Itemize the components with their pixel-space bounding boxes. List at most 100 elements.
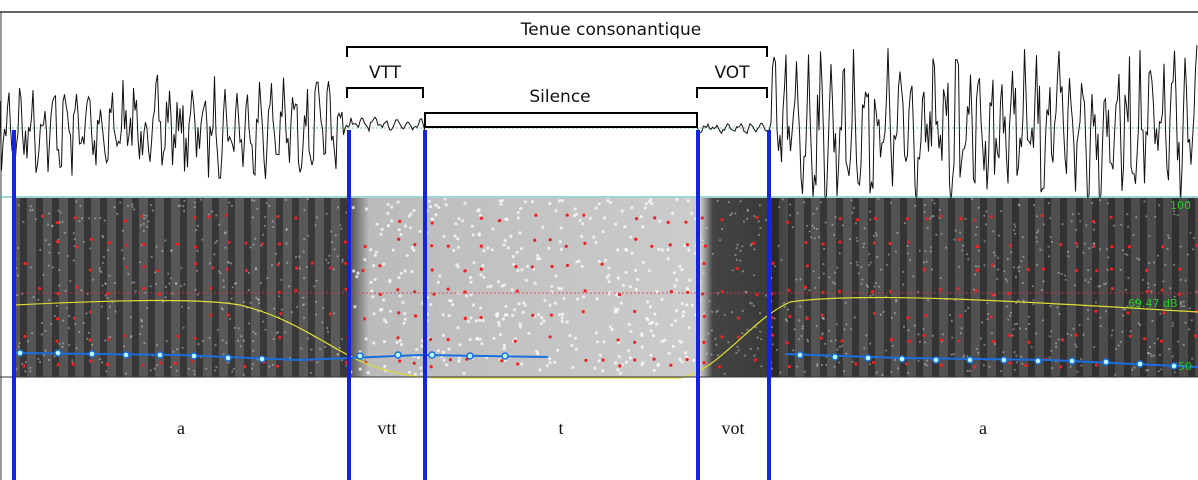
noise-dot	[1056, 306, 1059, 309]
noise-dot	[836, 348, 839, 351]
noise-dot	[729, 214, 732, 217]
noise-dot	[823, 247, 826, 250]
noise-dot	[1048, 335, 1052, 338]
noise-dot	[472, 261, 476, 265]
noise-dot	[195, 229, 198, 232]
formant-dot	[939, 214, 943, 218]
noise-dot	[457, 359, 461, 363]
noise-dot	[813, 226, 816, 229]
noise-dot	[1182, 300, 1185, 303]
noise-dot	[101, 361, 104, 364]
noise-dot	[776, 348, 779, 351]
noise-dot	[646, 300, 650, 304]
noise-dot	[94, 217, 97, 220]
noise-dot	[37, 298, 40, 301]
noise-dot	[519, 206, 523, 211]
formant-dot	[105, 362, 109, 367]
formant-dot	[702, 361, 706, 365]
noise-dot	[370, 289, 374, 293]
noise-dot	[325, 258, 328, 261]
noise-dot	[815, 207, 819, 210]
noise-dot	[250, 199, 253, 202]
noise-dot	[836, 266, 839, 269]
noise-dot	[183, 199, 186, 202]
formant-dot	[55, 339, 59, 343]
formant-dot	[88, 268, 92, 272]
noise-dot	[225, 341, 228, 344]
noise-dot	[597, 359, 601, 363]
noise-dot	[834, 271, 837, 274]
noise-dot	[1137, 322, 1140, 325]
noise-dot	[341, 260, 344, 263]
pitch-dots	[16, 349, 1178, 370]
noise-dot	[151, 209, 154, 212]
noise-dot	[962, 356, 965, 359]
noise-dot	[1152, 354, 1155, 357]
noise-dot	[44, 329, 47, 332]
noise-dot	[821, 316, 824, 319]
noise-dot	[71, 359, 74, 362]
noise-dot	[303, 316, 306, 319]
noise-dot	[660, 339, 664, 343]
noise-dot	[1039, 248, 1042, 251]
noise-dot	[1027, 315, 1031, 318]
noise-dot	[476, 209, 480, 213]
noise-dot	[519, 247, 524, 251]
formant-dot	[142, 264, 146, 269]
noise-dot	[114, 282, 117, 285]
noise-dot	[404, 224, 408, 228]
formant-dot	[957, 237, 962, 242]
noise-dot	[850, 199, 853, 202]
noise-dot	[257, 298, 260, 301]
noise-dot	[155, 245, 158, 248]
noise-dot	[462, 371, 466, 376]
pitch-point	[1102, 358, 1110, 366]
noise-dot	[145, 214, 148, 217]
formant-dot	[871, 289, 875, 294]
noise-dot	[784, 318, 788, 321]
noise-dot	[457, 217, 461, 221]
noise-dot	[673, 284, 677, 288]
formant-dot	[786, 220, 790, 224]
noise-dot	[860, 266, 863, 269]
noise-dot	[953, 238, 956, 241]
formant-dot	[294, 216, 298, 220]
noise-dot	[506, 246, 510, 250]
noise-dot	[789, 203, 792, 206]
noise-dot	[187, 307, 190, 310]
noise-dot	[983, 240, 986, 243]
noise-dot	[1122, 308, 1125, 311]
noise-dot	[688, 278, 692, 282]
noise-dot	[1099, 316, 1102, 319]
formant-dot	[397, 311, 401, 315]
noise-dot	[259, 281, 262, 285]
formant-dot	[873, 216, 877, 221]
noise-dot	[197, 343, 200, 346]
noise-dot	[146, 306, 149, 309]
noise-dot	[770, 367, 774, 370]
noise-dot	[482, 249, 486, 253]
noise-dot	[1021, 281, 1024, 285]
formant-dot	[770, 333, 775, 337]
noise-dot	[843, 370, 846, 373]
noise-dot	[652, 334, 656, 338]
noise-dot	[512, 262, 516, 267]
noise-dot	[940, 232, 943, 235]
noise-dot	[894, 250, 898, 253]
noise-dot	[975, 347, 978, 351]
noise-dot	[39, 248, 42, 251]
noise-dot	[497, 323, 501, 327]
noise-dot	[1187, 328, 1191, 331]
noise-dot	[1032, 303, 1035, 306]
noise-dot	[863, 347, 866, 350]
noise-dot	[931, 199, 934, 202]
noise-dot	[822, 263, 825, 266]
noise-dot	[570, 343, 574, 348]
noise-dot	[986, 302, 989, 305]
noise-dot	[412, 208, 416, 213]
noise-dot	[340, 338, 343, 341]
noise-dot	[741, 245, 744, 248]
glottal-stripe	[884, 198, 891, 377]
noise-dot	[857, 272, 860, 275]
formant-dot	[1126, 311, 1130, 315]
